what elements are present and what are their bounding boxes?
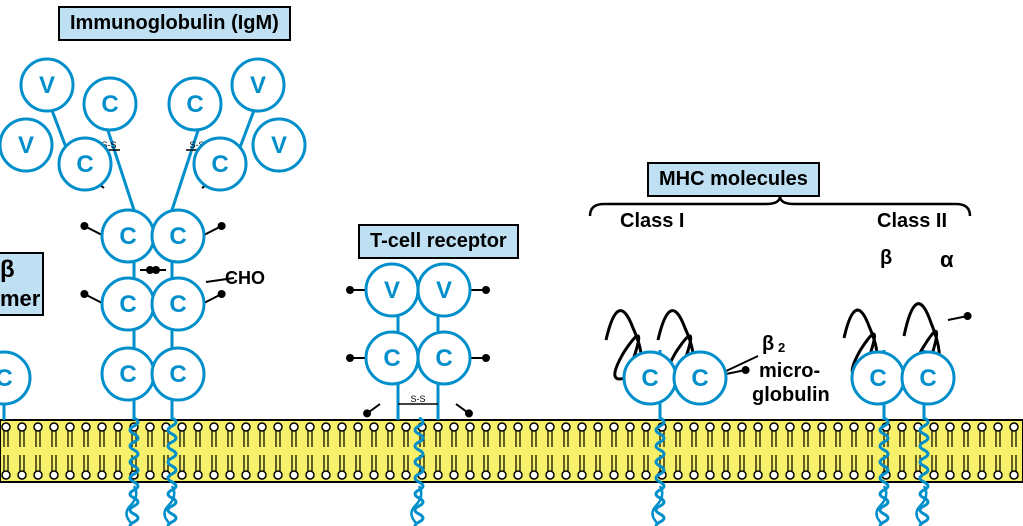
tcr-domain-letter: C (383, 345, 400, 372)
label-igm: Immunoglobulin (IgM) (58, 6, 291, 41)
tcr-domain-letter: V (384, 277, 400, 304)
igm-domain-letter: C (169, 361, 186, 388)
label-tcr: T-cell receptor (358, 224, 519, 259)
b2m-line1: micro- (759, 360, 820, 383)
tcr-domain-letter: V (436, 277, 452, 304)
igm-domain-letter: V (250, 72, 266, 99)
igm-domain-letter: V (39, 72, 55, 99)
igm-domain-letter: C (119, 223, 136, 250)
tcr-domain-letter: C (435, 345, 452, 372)
igm-domain-letter: C (186, 91, 203, 118)
b2m-leader (724, 356, 758, 372)
igm-domain-letter: C (211, 151, 228, 178)
class2-alpha: α (940, 247, 954, 273)
igm-domain-letter: C (76, 151, 93, 178)
b2m-beta: β (762, 333, 774, 356)
beta-frag: β (0, 256, 15, 284)
igm-domain-letter: C (119, 291, 136, 318)
side-domain-letter: C (0, 365, 13, 392)
igm-domain-letter: C (169, 291, 186, 318)
mhc2-domain-letter: C (919, 365, 936, 392)
b2m-line2: globulin (752, 384, 830, 407)
mer-frag: mer (0, 286, 40, 312)
mhc1-domain-letter: C (691, 365, 708, 392)
svg-text:S-S: S-S (410, 394, 425, 404)
cho-label: CHO (225, 268, 265, 289)
class2-label: Class II (877, 210, 947, 233)
b2m-sub2: 2 (778, 340, 785, 355)
class2-beta: β (880, 247, 892, 270)
label-mhc: MHC molecules (647, 162, 820, 197)
mhc2-domain-letter: C (869, 365, 886, 392)
mhc1-domain-letter: C (641, 365, 658, 392)
igm-domain-letter: C (169, 223, 186, 250)
igm-domain-letter: V (18, 132, 34, 159)
igm-domain-letter: V (271, 132, 287, 159)
igm-domain-letter: C (101, 91, 118, 118)
igm-domain-letter: C (119, 361, 136, 388)
class1-label: Class I (620, 210, 684, 233)
